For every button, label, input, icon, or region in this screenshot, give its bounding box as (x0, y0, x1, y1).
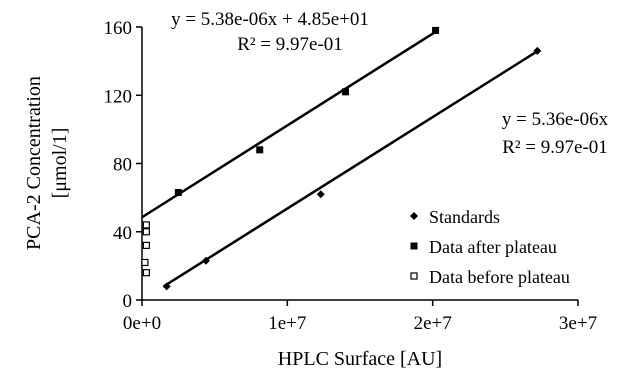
x-axis-title: HPLC Surface [AU] (278, 348, 442, 370)
y-axis-title-line1: PCA-2 Concentration (23, 76, 45, 250)
y-tick-label: 0 (123, 291, 133, 312)
data-points (141, 26, 542, 291)
data-point (341, 88, 349, 96)
y-tick-label: 160 (104, 18, 133, 39)
trendline-r2-standards: R² = 9.97e-01 (502, 137, 608, 158)
x-tick-label: 3e+7 (559, 313, 597, 334)
y-tick-label: 80 (113, 155, 132, 176)
data-point (256, 146, 264, 154)
ticks: 0 40 80 120 160 0e+0 1e+7 2e+7 3e+7 (104, 18, 598, 334)
legend-label-before-plateau: Data before plateau (429, 267, 570, 287)
y-tick-label: 40 (113, 223, 132, 244)
data-point (533, 46, 542, 55)
data-point (162, 282, 171, 291)
x-tick-label: 1e+7 (268, 313, 306, 334)
y-tick-label: 120 (104, 86, 133, 107)
data-point (174, 189, 182, 197)
trendline-equation-after-plateau: y = 5.38e-06x + 4.85e+01 (171, 9, 369, 30)
y-axis-title: PCA-2 Concentration [μmol/1] (23, 76, 71, 250)
data-point (142, 269, 150, 277)
data-point (142, 221, 150, 229)
data-point (142, 228, 150, 236)
legend: Standards Data after plateau Data before… (410, 207, 570, 287)
data-point (201, 256, 210, 265)
data-point (142, 241, 150, 249)
legend-marker (410, 212, 418, 220)
trendline (163, 49, 540, 288)
legend-markers (410, 212, 418, 280)
x-tick-label: 2e+7 (414, 313, 452, 334)
trendline (141, 29, 438, 219)
legend-marker (410, 242, 418, 250)
trendline-r2-after-plateau: R² = 9.97e-01 (237, 34, 343, 55)
legend-label-standards: Standards (429, 207, 500, 227)
data-point (141, 258, 149, 267)
data-point (432, 26, 440, 34)
trendline-equation-standards: y = 5.36e-06x (502, 109, 609, 130)
y-axis-title-line2: [μmol/1] (49, 128, 71, 199)
legend-marker (410, 272, 418, 280)
legend-label-after-plateau: Data after plateau (429, 237, 557, 257)
trendlines (141, 29, 540, 288)
data-point (316, 190, 325, 199)
x-tick-label: 0e+0 (123, 313, 161, 334)
